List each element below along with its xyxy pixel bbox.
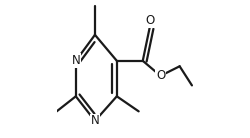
Text: O: O: [145, 14, 154, 27]
Text: N: N: [90, 114, 99, 127]
Text: O: O: [156, 69, 165, 82]
Text: N: N: [72, 54, 80, 67]
